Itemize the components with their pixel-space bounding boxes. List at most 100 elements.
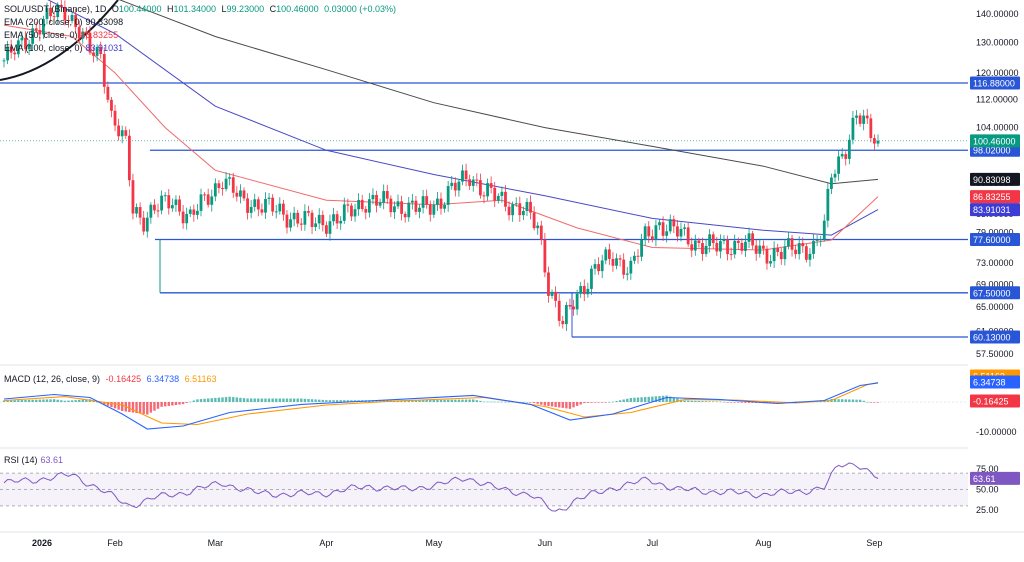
macd-hist-bar (217, 397, 221, 402)
time-tick-label: Mar (208, 538, 224, 548)
macd-hist-bar (722, 401, 726, 403)
candle-body (156, 210, 160, 212)
candle-body (779, 251, 783, 260)
candle-body (95, 46, 99, 56)
candle-body (317, 214, 321, 224)
macd-hist-bar (772, 402, 776, 404)
candle-body (102, 54, 106, 87)
candle-body (145, 217, 149, 232)
candle-body (371, 194, 375, 200)
macd-hist-bar (113, 402, 117, 409)
macd-hist-bar (260, 398, 264, 402)
candle-body (378, 202, 382, 206)
macd-hist-bar (858, 399, 862, 402)
legend-ema200[interactable]: EMA (200, close, 0) 90.83098 (4, 17, 123, 27)
candle-body (840, 154, 844, 157)
macd-hist-bar (339, 400, 342, 402)
candle-body (718, 241, 722, 252)
candle-body (106, 86, 110, 100)
candle-body (772, 247, 776, 262)
candle-body (84, 31, 88, 33)
macd-hist-bar (303, 398, 307, 402)
macd-hist-bar (199, 399, 203, 402)
macd-hist-bar (532, 402, 536, 403)
candle-body (138, 207, 142, 218)
macd-hist-bar (550, 402, 554, 407)
ema200-line (118, 0, 879, 185)
candle-body (170, 205, 174, 209)
candle-body (475, 179, 479, 181)
macd-hist-bar (63, 400, 67, 402)
candle-body (747, 233, 751, 242)
time-axis[interactable]: 2026 Feb Mar Apr May Jun Jul Aug Sep (32, 538, 882, 548)
arc-drawing[interactable] (0, 0, 119, 81)
legend-rsi[interactable]: RSI (14) 63.61 (4, 455, 63, 465)
candle-body (213, 183, 217, 197)
candle-body (135, 207, 138, 214)
horizontal-levels[interactable] (0, 0, 968, 338)
level-tag-3-bg (970, 286, 1020, 300)
candle-body (239, 190, 242, 197)
time-tick-label: Feb (107, 538, 123, 548)
macd-hist-bar (446, 399, 450, 402)
candle-body (9, 46, 13, 53)
macd-hist-bar (565, 402, 568, 409)
level-tag-2-bg (970, 233, 1020, 247)
rsi-value-tag: 63.61 (973, 474, 996, 484)
macd-hist-bar (9, 400, 13, 402)
macd-hist-bar (300, 398, 303, 402)
price-tag-2: 86.83255 (973, 192, 1011, 202)
candle-body (876, 140, 880, 144)
macd-hist-bar (600, 402, 604, 403)
candle-body (543, 239, 547, 273)
candle-body (830, 177, 833, 189)
change-value: 0.03000 (+0.03%) (324, 4, 396, 14)
macd-hist-bar (121, 402, 124, 411)
macd-hist-bar (704, 401, 708, 402)
candle-body (590, 268, 593, 289)
macd-hist-bar (844, 399, 847, 402)
macd-hist-bar (257, 398, 260, 402)
candle-body (249, 206, 253, 213)
candle-body (708, 234, 712, 246)
candle-body (640, 239, 643, 257)
candle-body (729, 254, 733, 256)
macd-hist-bar (873, 402, 876, 403)
macd-hist-bar (686, 400, 690, 402)
macd-hist-bar (206, 398, 210, 402)
candle-body (593, 264, 597, 269)
candle-body (794, 249, 798, 255)
macd-hist-bar (651, 396, 654, 402)
macd-hist-bar (729, 402, 733, 403)
candle-body (203, 194, 206, 196)
level-tag-4: 60.13000 (973, 333, 1011, 343)
macd-hist-bar (163, 402, 167, 407)
legend-ema100[interactable]: EMA (100, close, 0) 83.91031 (4, 43, 123, 53)
legend-macd[interactable]: MACD (12, 26, close, 9) -0.16425 6.34738… (4, 374, 217, 384)
legend-ema50[interactable]: EMA (50, close, 0) 86.83255 (4, 30, 118, 40)
candle-body (550, 291, 554, 296)
ohlc-c-key: C (269, 4, 277, 14)
macd-hist-bar (325, 400, 328, 402)
macd-hist-bar (715, 401, 719, 403)
candle-body (808, 253, 812, 260)
candle-body (110, 99, 113, 111)
price-axis[interactable]: 140.00000 130.00000 120.00000 112.00000 104.… (970, 9, 1020, 515)
macd-hist-bar (626, 398, 629, 402)
level-tag-2: 77.60000 (973, 235, 1011, 245)
macd-hist-bar (95, 401, 99, 403)
candle-body (27, 43, 31, 50)
price-tick-label: 112.00000 (976, 94, 1018, 104)
price-tick-label: 69.00000 (976, 279, 1014, 289)
candle-body (403, 213, 407, 218)
candle-body (489, 183, 493, 188)
macd-hist-bar (49, 399, 52, 402)
macd-hist-bar (343, 400, 346, 402)
macd-hist-bar (432, 399, 436, 402)
candle-body (436, 198, 439, 205)
candle-body (292, 212, 296, 220)
candle-body (697, 240, 701, 244)
macd-hist-bar (468, 399, 471, 402)
